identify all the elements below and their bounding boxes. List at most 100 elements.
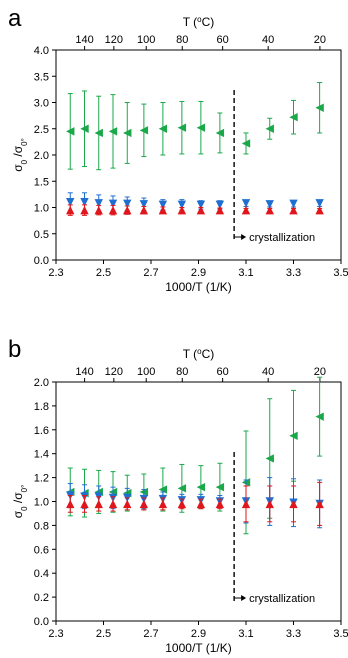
data-point-blue: [123, 199, 132, 209]
y-tick-label: 1.0: [34, 203, 49, 215]
data-point-green: [315, 412, 324, 421]
data-point-blue: [215, 200, 225, 210]
data-point-blue: [196, 200, 206, 210]
data-point-red: [215, 499, 225, 509]
y-axis-label-sep: /σ: [11, 492, 25, 507]
data-point-green: [241, 139, 251, 148]
data-point-red: [80, 205, 89, 215]
data-point-red: [80, 499, 89, 509]
data-point-red: [196, 205, 206, 215]
data-point-red: [315, 205, 324, 215]
data-point-red: [177, 499, 187, 509]
data-point-red: [123, 499, 132, 509]
top-tick-label: 140: [75, 366, 93, 378]
x-tick-label: 3.1: [238, 628, 253, 640]
data-point-green: [139, 126, 149, 135]
y-axis-label: σ0 /σ0°: [11, 485, 29, 519]
y-tick-label: 1.5: [34, 176, 49, 188]
top-tick-label: 80: [176, 366, 188, 378]
data-point-blue: [241, 199, 251, 208]
data-point-red: [289, 205, 298, 215]
y-axis-label: σ0 /σ0°: [11, 138, 29, 172]
data-point-blue: [177, 200, 187, 210]
data-point-red: [94, 205, 103, 215]
y-tick-label: 1.8: [34, 401, 49, 413]
data-point-red: [139, 205, 149, 215]
x-tick-label: 3.3: [286, 267, 301, 279]
top-tick-label: 40: [262, 34, 274, 46]
data-point-green: [265, 124, 274, 133]
y-tick-label: 1.4: [34, 449, 49, 461]
data-point-blue: [139, 200, 149, 209]
x-tick-label: 2.5: [96, 267, 111, 279]
y-axis-label-base: σ: [11, 510, 25, 518]
top-tick-label: 20: [314, 366, 326, 378]
top-axis-label: T (oC): [183, 347, 215, 362]
data-point-red: [196, 499, 206, 509]
y-axis-label-sub2: 0°: [20, 138, 29, 146]
data-point-green: [177, 123, 187, 132]
data-point-red: [177, 205, 187, 215]
crystallization-annotation: crystallization: [249, 593, 315, 605]
data-point-red: [158, 499, 168, 509]
data-point-blue: [94, 199, 103, 208]
y-axis-label-sub1: 0: [20, 159, 29, 164]
top-axis-label-sup: o: [197, 347, 202, 356]
data-point-blue: [289, 199, 298, 209]
y-tick-label: 0.8: [34, 520, 49, 532]
data-point-green: [123, 128, 132, 138]
data-point-blue: [66, 198, 75, 207]
data-point-red: [241, 499, 251, 509]
data-point-green: [66, 127, 75, 136]
top-tick-label: 40: [262, 366, 274, 378]
y-axis-label-base: σ: [11, 164, 25, 172]
y-tick-label: 4.0: [34, 45, 49, 57]
y-axis-label-sub2: 0°: [20, 485, 29, 493]
y-tick-label: 0.5: [34, 229, 49, 241]
data-point-green: [196, 482, 206, 492]
x-tick-label: 2.5: [96, 628, 111, 640]
top-axis-label-unit: C): [202, 347, 215, 361]
data-point-green: [177, 484, 187, 493]
series-red: [66, 481, 324, 526]
series-red: [66, 204, 324, 216]
data-point-red: [215, 205, 225, 215]
top-tick-label: 60: [217, 34, 229, 46]
data-point-blue: [315, 199, 324, 208]
chart-panel-b: b 2.3 2.5 2.7 2.9 3.1 3.3 3.5 0.0 0.2 0.4 0.6 0.8 1.0…: [8, 336, 348, 655]
data-point-blue: [80, 198, 89, 207]
panel-label: b: [8, 336, 21, 363]
top-tick-label: 20: [314, 34, 326, 46]
data-point-green: [108, 127, 118, 136]
y-tick-label: 1.2: [34, 473, 49, 485]
series-green: [66, 376, 324, 535]
top-axis-label-unit: C): [202, 15, 215, 29]
x-tick-label: 2.9: [191, 267, 206, 279]
data-point-green: [215, 128, 225, 138]
y-tick-label: 0.0: [34, 255, 49, 267]
y-tick-label: 2.5: [34, 124, 49, 136]
top-tick-label: 140: [75, 34, 93, 46]
data-point-green: [158, 124, 168, 133]
x-tick-label: 3.3: [286, 628, 301, 640]
data-point-green: [289, 113, 298, 122]
data-point-green: [80, 124, 89, 133]
panel-label: a: [8, 5, 22, 32]
x-tick-label: 2.3: [48, 267, 63, 279]
y-tick-label: 1.6: [34, 425, 49, 437]
y-tick-label: 2.0: [34, 150, 49, 162]
data-point-red: [108, 499, 118, 509]
crystallization-annotation: crystallization: [249, 232, 315, 244]
top-axis-label-text: T (: [183, 347, 197, 361]
top-tick-label: 120: [105, 366, 123, 378]
data-point-green: [215, 482, 225, 492]
x-tick-label: 3.5: [333, 628, 348, 640]
data-point-red: [66, 499, 75, 509]
data-point-green: [289, 431, 298, 440]
x-tick-label: 2.7: [143, 628, 158, 640]
data-point-green: [94, 128, 103, 138]
top-axis-label: T (oC): [183, 15, 215, 30]
series-blue: [66, 477, 324, 529]
x-axis-label: 1000/T (1/K): [165, 641, 231, 655]
data-point-blue: [158, 200, 168, 210]
